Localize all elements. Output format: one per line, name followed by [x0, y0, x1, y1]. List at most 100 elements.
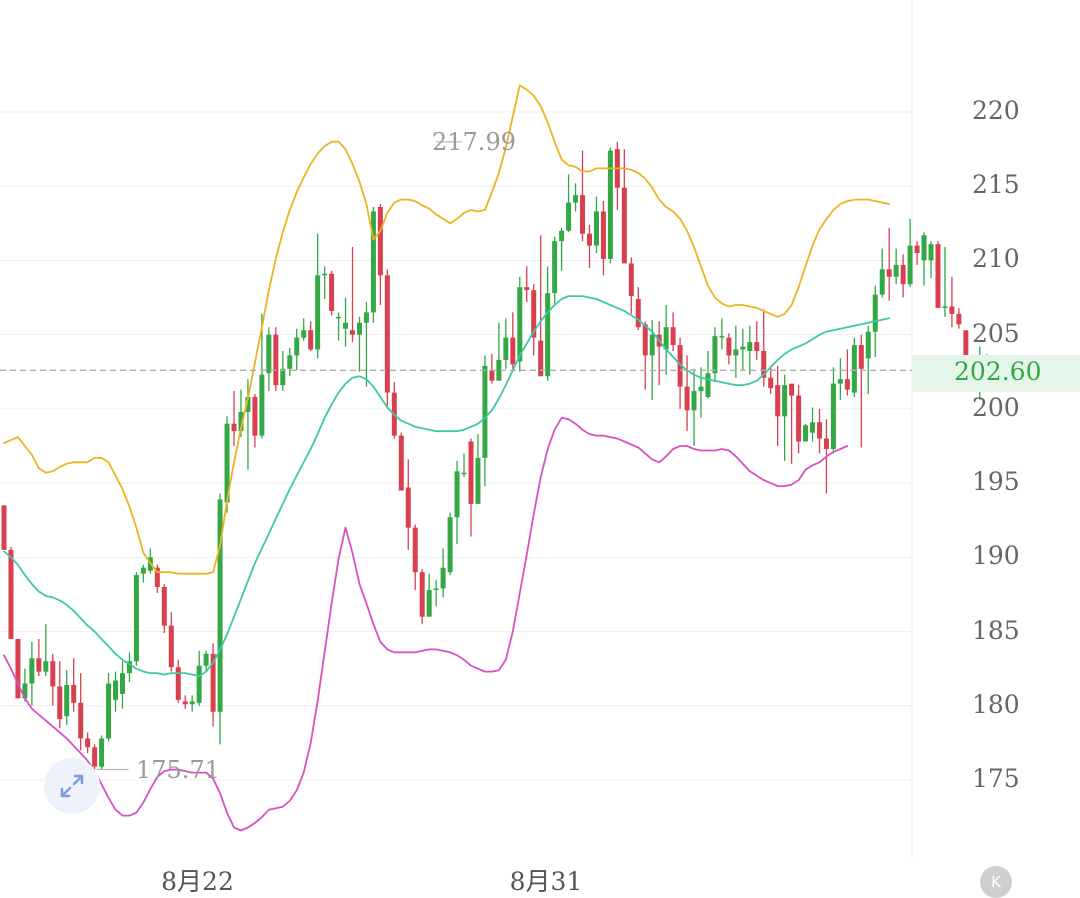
candle [259, 313, 265, 439]
candle [329, 270, 335, 316]
bollinger-bands [3, 84, 891, 832]
candle [656, 321, 662, 386]
candle-body [175, 667, 181, 700]
candle [914, 241, 920, 265]
middle-band-line [3, 295, 891, 677]
candle [510, 312, 516, 371]
candle-body [343, 322, 349, 329]
candle [719, 318, 725, 350]
candle [231, 391, 237, 446]
candle-body [782, 385, 788, 417]
candle [524, 266, 530, 303]
candle-body [789, 383, 795, 396]
candle-body [259, 374, 265, 436]
candle-body [238, 411, 244, 432]
candle [928, 241, 934, 279]
candle-body [454, 471, 460, 518]
candle-body [140, 567, 146, 574]
candle-body [886, 269, 892, 277]
candle-body [593, 211, 599, 246]
candle-body [273, 334, 279, 386]
candle [628, 257, 634, 314]
candle-body [43, 661, 49, 672]
candle-body [224, 423, 230, 503]
candle-body [336, 316, 342, 319]
candle-body [126, 661, 132, 674]
candle-body [573, 195, 579, 203]
candle [15, 638, 21, 699]
candle-body [956, 313, 962, 325]
candle-body [607, 150, 613, 259]
candle-body [447, 517, 453, 573]
candle [398, 432, 404, 491]
candle-body [830, 383, 836, 449]
candle-body [517, 287, 523, 362]
candle-body [935, 244, 941, 308]
candle [273, 327, 279, 392]
candle [789, 383, 795, 464]
candle-body [398, 435, 404, 491]
candle [747, 325, 753, 375]
candle-body [621, 187, 627, 264]
candle [670, 312, 676, 351]
candle [810, 407, 816, 442]
candle-body [15, 638, 21, 699]
candle-body [879, 269, 885, 295]
candle-body [468, 441, 474, 504]
candle [830, 367, 836, 454]
candle [642, 321, 648, 390]
candle-body [726, 337, 732, 356]
candle-body [133, 575, 139, 662]
candle [886, 227, 892, 301]
candle-body [64, 684, 70, 717]
candle [43, 624, 49, 677]
candle [85, 732, 91, 754]
candle-body [600, 211, 606, 259]
y-tick-label: 195 [972, 467, 1020, 497]
candle [50, 653, 56, 706]
kline-badge[interactable]: K [980, 866, 1012, 898]
candle [503, 318, 509, 369]
candle [36, 638, 42, 677]
candle [57, 661, 63, 729]
x-tick-label: 8月22 [161, 867, 234, 896]
candle [712, 327, 718, 383]
candle-body [698, 386, 704, 392]
candle-body [858, 345, 864, 369]
candle-body [384, 275, 390, 393]
candle-body [356, 322, 362, 335]
candle-body [482, 365, 488, 458]
candle [356, 316, 362, 372]
expand-chart-button[interactable] [44, 758, 100, 814]
candle-body [635, 299, 641, 328]
candle-body [942, 306, 948, 308]
candle-body [837, 379, 843, 384]
candle [900, 254, 906, 298]
candle [154, 564, 160, 593]
y-tick-label: 190 [972, 541, 1020, 571]
candle [71, 658, 77, 712]
candle [496, 322, 502, 381]
candle [210, 643, 216, 727]
candle-body [92, 747, 98, 767]
candle [426, 573, 432, 617]
y-tick-label: 200 [972, 392, 1020, 422]
candle [92, 744, 98, 770]
candle [113, 671, 119, 712]
candle-body [370, 211, 376, 313]
candle-body [252, 397, 258, 436]
candle [405, 459, 411, 550]
current-price-label: 202.60 [954, 357, 1042, 386]
candle [315, 233, 321, 359]
candle [203, 650, 209, 672]
candle [593, 196, 599, 254]
candle-body [119, 673, 125, 694]
candle [865, 325, 871, 395]
candle-body [440, 567, 446, 589]
candle [301, 318, 307, 341]
candle [921, 232, 927, 286]
candle-body [57, 686, 63, 720]
candle-body [71, 684, 77, 703]
y-tick-label: 180 [972, 689, 1020, 719]
expand-arrows-icon [60, 774, 84, 798]
